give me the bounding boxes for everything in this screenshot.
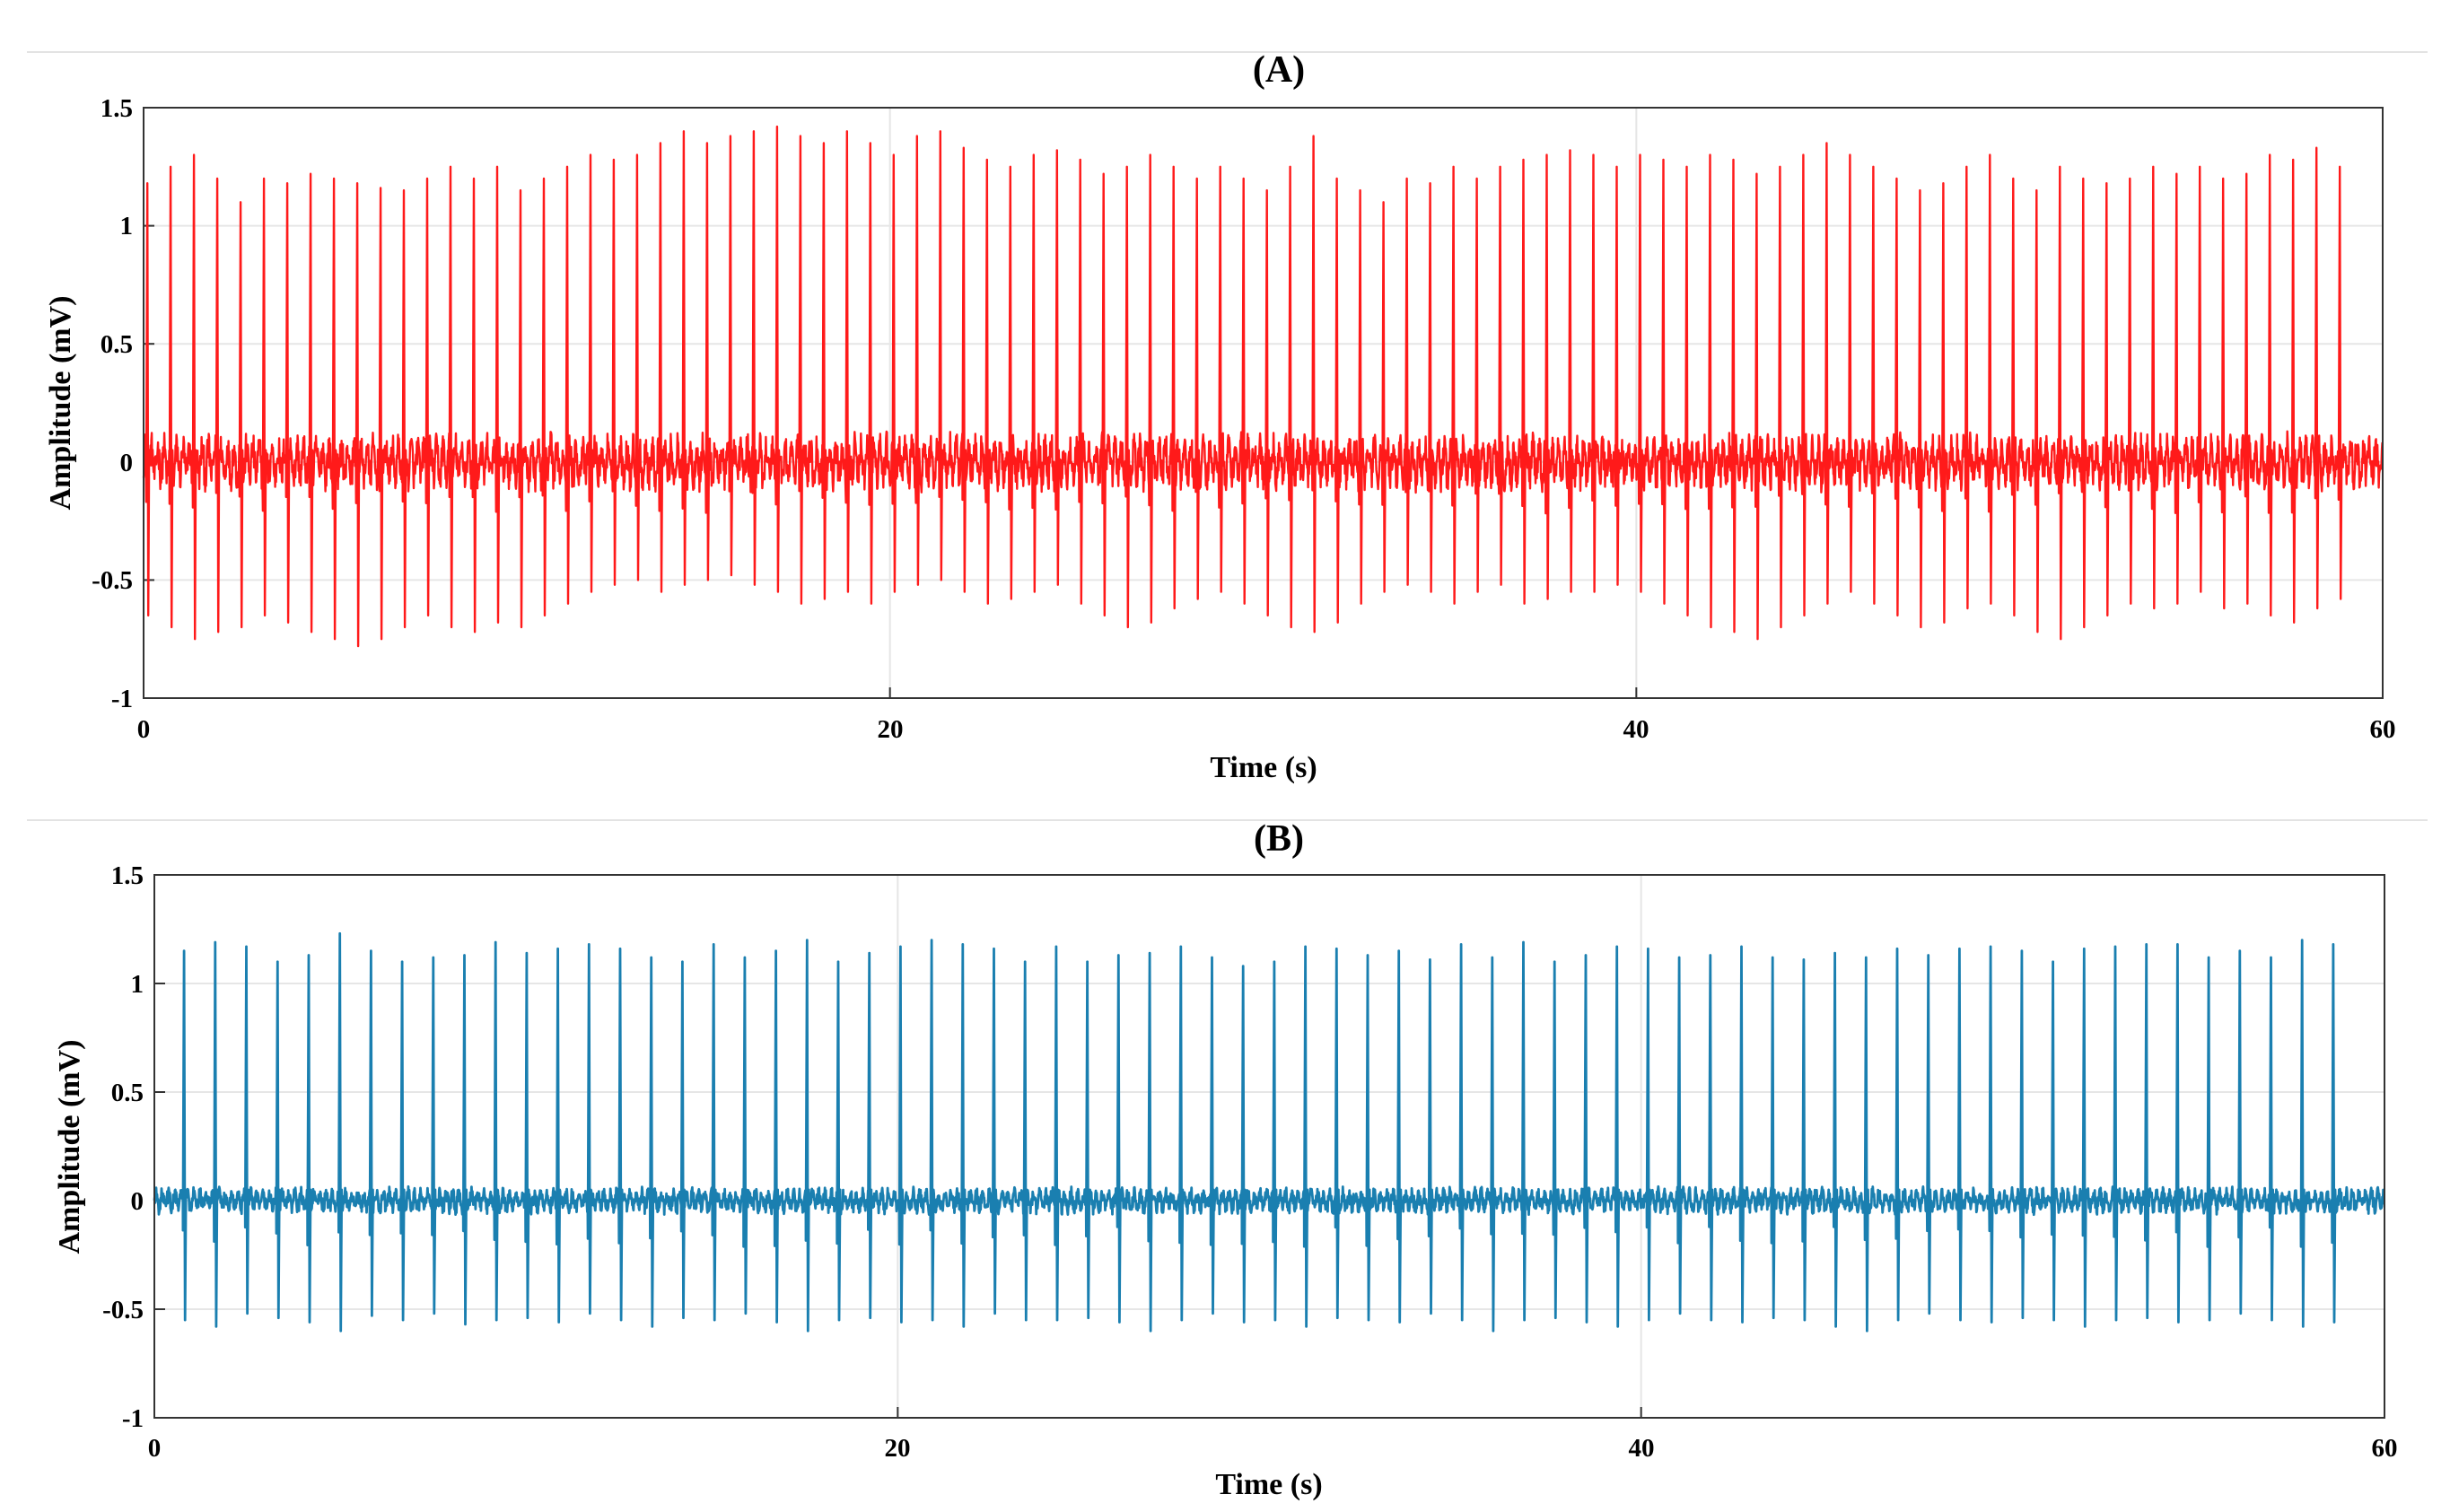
panel-b-ytick-label: -1 bbox=[122, 1404, 144, 1433]
panel-b-title: (B) bbox=[1254, 818, 1304, 860]
panel-b-ytick-label: 0 bbox=[131, 1187, 144, 1216]
panel-a-ytick-label: 1 bbox=[120, 212, 134, 240]
panel-a-xlabel: Time (s) bbox=[1210, 751, 1317, 784]
panel-a-ytick-label: 0 bbox=[120, 449, 134, 477]
panel-b-axes-box bbox=[153, 874, 2385, 1419]
panel-a-series-noisy-ecg bbox=[142, 125, 2384, 648]
panel-a-axes-box bbox=[143, 107, 2384, 699]
panel-b-ytick-label: 0.5 bbox=[111, 1079, 144, 1107]
panel-b-xtick-label: 60 bbox=[2372, 1434, 2398, 1463]
panel-b-plot-area bbox=[153, 931, 2385, 1333]
panel-a-xtick-label: 40 bbox=[1623, 715, 1649, 744]
panel-b-ytick-label: 1.5 bbox=[111, 861, 144, 890]
panel-b-xtick-labels: 0 20 40 60 bbox=[148, 1434, 2398, 1463]
panel-b-ylabel: Amplitude (mV) bbox=[53, 1040, 86, 1254]
panel-a-xtick-label: 20 bbox=[878, 715, 904, 744]
panel-a-title: (A) bbox=[1253, 49, 1305, 91]
panel-b-ytick-label: 1 bbox=[131, 970, 144, 999]
panel-a-ylabel: Amplitude (mV) bbox=[44, 296, 77, 511]
panel-a-xtick-label: 60 bbox=[2370, 715, 2396, 744]
panel-a-xtick-label: 0 bbox=[137, 715, 151, 744]
panel-a-ytick-label: -0.5 bbox=[92, 566, 133, 595]
panel-b: (B) -1 -0.5 0 0.5 1 1.5 0 20 40 60 Time … bbox=[27, 818, 2428, 1501]
panel-a-ytick-label: -1 bbox=[111, 685, 133, 713]
panel-b-xtick-label: 20 bbox=[885, 1434, 911, 1463]
panel-b-ytick-label: -0.5 bbox=[102, 1296, 144, 1324]
panel-a-ytick-labels: -1 -0.5 0 0.5 1 1.5 bbox=[92, 94, 133, 713]
panel-b-xtick-label: 0 bbox=[148, 1434, 162, 1463]
panel-a-plot-area bbox=[142, 125, 2384, 648]
panel-a: (A) -1 -0.5 0 0.5 1 1.5 0 20 40 60 Time … bbox=[27, 49, 2428, 784]
panel-a-xtick-labels: 0 20 40 60 bbox=[137, 715, 2396, 744]
panel-b-xtick-label: 40 bbox=[1629, 1434, 1655, 1463]
panel-b-ytick-labels: -1 -0.5 0 0.5 1 1.5 bbox=[102, 861, 144, 1433]
panel-b-series-denoised-ecg bbox=[153, 931, 2385, 1333]
panel-a-ytick-label: 0.5 bbox=[101, 330, 133, 359]
panel-b-xlabel: Time (s) bbox=[1215, 1468, 1322, 1501]
panel-a-ytick-label: 1.5 bbox=[101, 94, 133, 123]
